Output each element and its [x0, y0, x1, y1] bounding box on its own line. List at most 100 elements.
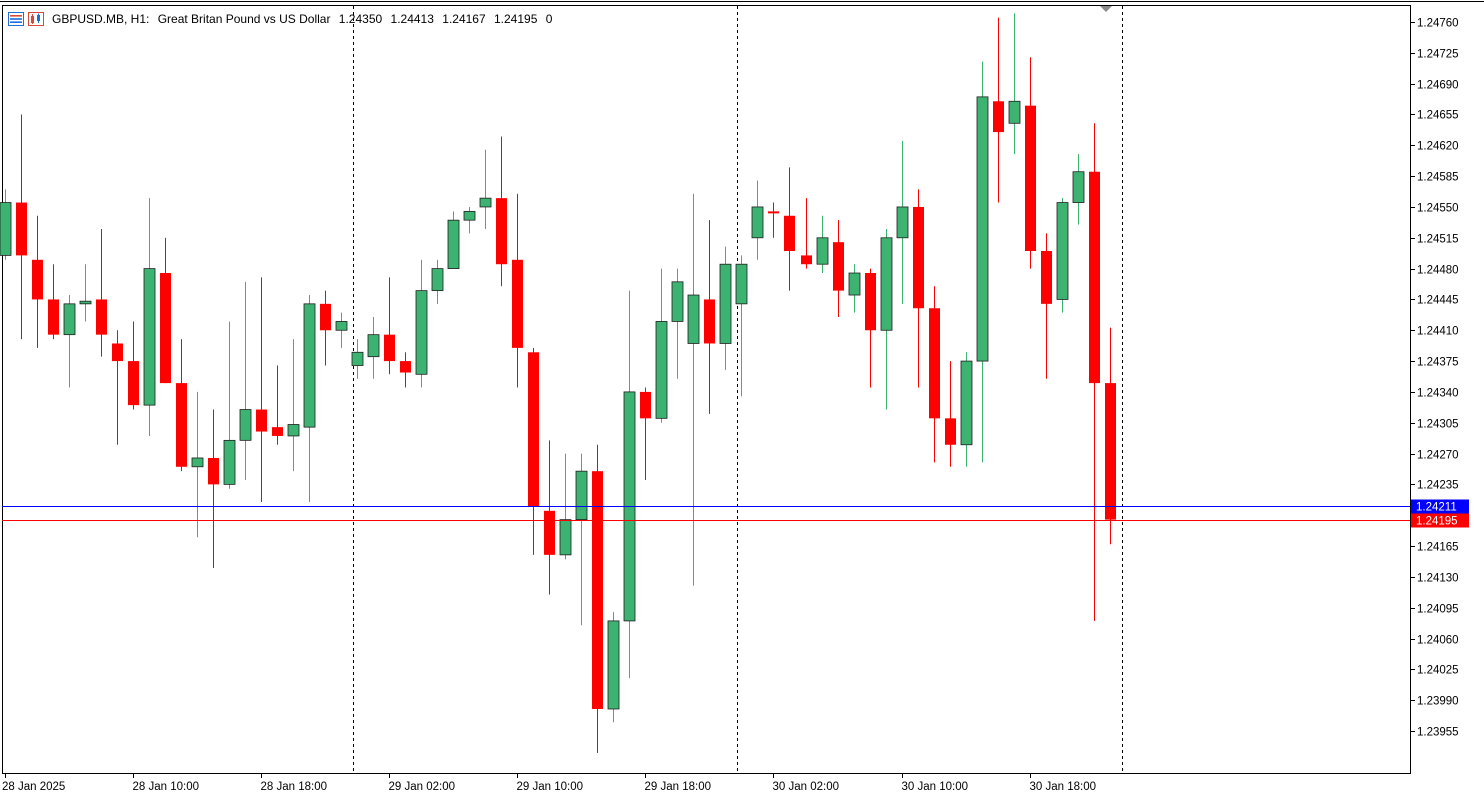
bullish-candle [415, 290, 428, 375]
x-tick-label: 29 Jan 10:00 [517, 781, 584, 793]
bullish-candle [479, 197, 492, 208]
bullish-candle [896, 206, 909, 239]
bullish-candle [0, 202, 12, 256]
bearish-candle [256, 409, 267, 432]
ohlc-close: 1.24195 [494, 12, 538, 26]
y-tick-label: 1.23955 [1417, 727, 1459, 739]
bid-price-label: 1.24211 [1416, 502, 1457, 514]
bearish-candle [400, 361, 411, 373]
bullish-candle [880, 237, 893, 331]
bullish-candle [143, 268, 156, 406]
y-tick-label: 1.24375 [1417, 357, 1459, 369]
bullish-candle [719, 263, 732, 344]
x-tick-label: 29 Jan 18:00 [645, 781, 712, 793]
bearish-candle [160, 273, 171, 384]
bearish-candle [48, 299, 59, 335]
bullish-candle [463, 210, 476, 221]
bullish-candle [607, 620, 620, 710]
bearish-candle [208, 457, 219, 485]
y-tick-label: 1.24095 [1417, 604, 1459, 616]
bearish-candle [384, 334, 395, 362]
bullish-candle [239, 409, 252, 441]
bearish-candle [112, 343, 123, 362]
bearish-candle [320, 303, 331, 331]
bearish-candle [768, 211, 779, 214]
bearish-candle [993, 101, 1004, 133]
y-tick-label: 1.24690 [1417, 80, 1459, 92]
x-tick-label: 28 Jan 18:00 [261, 781, 328, 793]
ohlc-volume: 0 [545, 12, 553, 26]
bullish-candle [335, 321, 348, 331]
bullish-candle [351, 351, 364, 366]
bullish-candle [960, 360, 973, 446]
bearish-candle [544, 510, 555, 555]
y-tick-label: 1.24760 [1417, 18, 1459, 30]
bearish-candle [784, 215, 795, 251]
bullish-candle [63, 303, 76, 336]
bearish-candle [640, 391, 651, 419]
y-tick-label: 1.24060 [1417, 635, 1459, 647]
bearish-candle [913, 206, 924, 309]
current-price-label-bg [1411, 513, 1469, 528]
bearish-candle [128, 361, 139, 406]
bullish-candle [287, 424, 300, 437]
bearish-candle [496, 198, 507, 265]
ohlc-low: 1.24167 [442, 12, 486, 26]
x-tick-label: 30 Jan 18:00 [1030, 781, 1097, 793]
bearish-candle [96, 299, 107, 335]
bearish-candle [272, 427, 283, 436]
bullish-candle [976, 96, 989, 362]
bullish-candle [447, 219, 460, 270]
y-tick-label: 1.24305 [1417, 419, 1459, 431]
bullish-candle [1008, 100, 1021, 124]
bullish-candle [79, 300, 92, 305]
y-tick-label: 1.24515 [1417, 234, 1459, 246]
bearish-candle [176, 383, 187, 467]
bullish-candle [751, 206, 764, 239]
bullish-candle [735, 263, 748, 305]
bearish-candle [16, 202, 27, 256]
y-tick-label: 1.24130 [1417, 573, 1459, 585]
menu-icon[interactable] [8, 12, 24, 26]
y-tick-label: 1.24165 [1417, 542, 1459, 554]
bearish-candle [32, 259, 43, 300]
y-tick-label: 1.24725 [1417, 49, 1459, 61]
plot-border [2, 5, 1411, 774]
bullish-candle [1056, 202, 1069, 300]
bearish-candle [512, 259, 523, 348]
bid-price-label-bg [1411, 499, 1469, 514]
bearish-candle [945, 418, 956, 445]
y-tick-label: 1.24340 [1417, 388, 1459, 400]
symbol-description: Great Britan Pound vs US Dollar [157, 12, 331, 26]
bullish-candle [1072, 171, 1085, 203]
y-tick-label: 1.24550 [1417, 203, 1459, 215]
bullish-candle [303, 303, 316, 428]
chart-type-icon[interactable] [28, 12, 44, 26]
period-marker-icon [1100, 6, 1112, 12]
bullish-candle [559, 519, 572, 556]
ohlc-open: 1.24350 [338, 12, 383, 26]
bullish-candle [655, 321, 668, 419]
y-tick-label: 1.24585 [1417, 172, 1459, 184]
x-tick-label: 30 Jan 10:00 [902, 781, 969, 793]
bullish-candle [848, 272, 861, 296]
x-tick-label: 29 Jan 02:00 [389, 781, 456, 793]
bullish-candle [367, 334, 380, 358]
y-tick-label: 1.24235 [1417, 480, 1459, 492]
bullish-candle [687, 294, 700, 344]
bearish-candle [865, 273, 876, 331]
y-tick-label: 1.24620 [1417, 141, 1459, 153]
symbol-timeframe: GBPUSD.MB, H1: [52, 12, 150, 26]
y-tick-label: 1.24270 [1417, 450, 1459, 462]
bearish-candle [592, 471, 603, 709]
bullish-candle [191, 457, 204, 468]
bearish-candle [1025, 105, 1036, 251]
chart-header: GBPUSD.MB, H1: Great Britan Pound vs US … [8, 10, 557, 28]
x-tick-label: 28 Jan 2025 [2, 781, 65, 793]
ohlc-high: 1.24413 [390, 12, 434, 26]
bearish-candle [833, 242, 844, 291]
bullish-candle [223, 439, 236, 485]
bullish-candle [431, 268, 444, 292]
